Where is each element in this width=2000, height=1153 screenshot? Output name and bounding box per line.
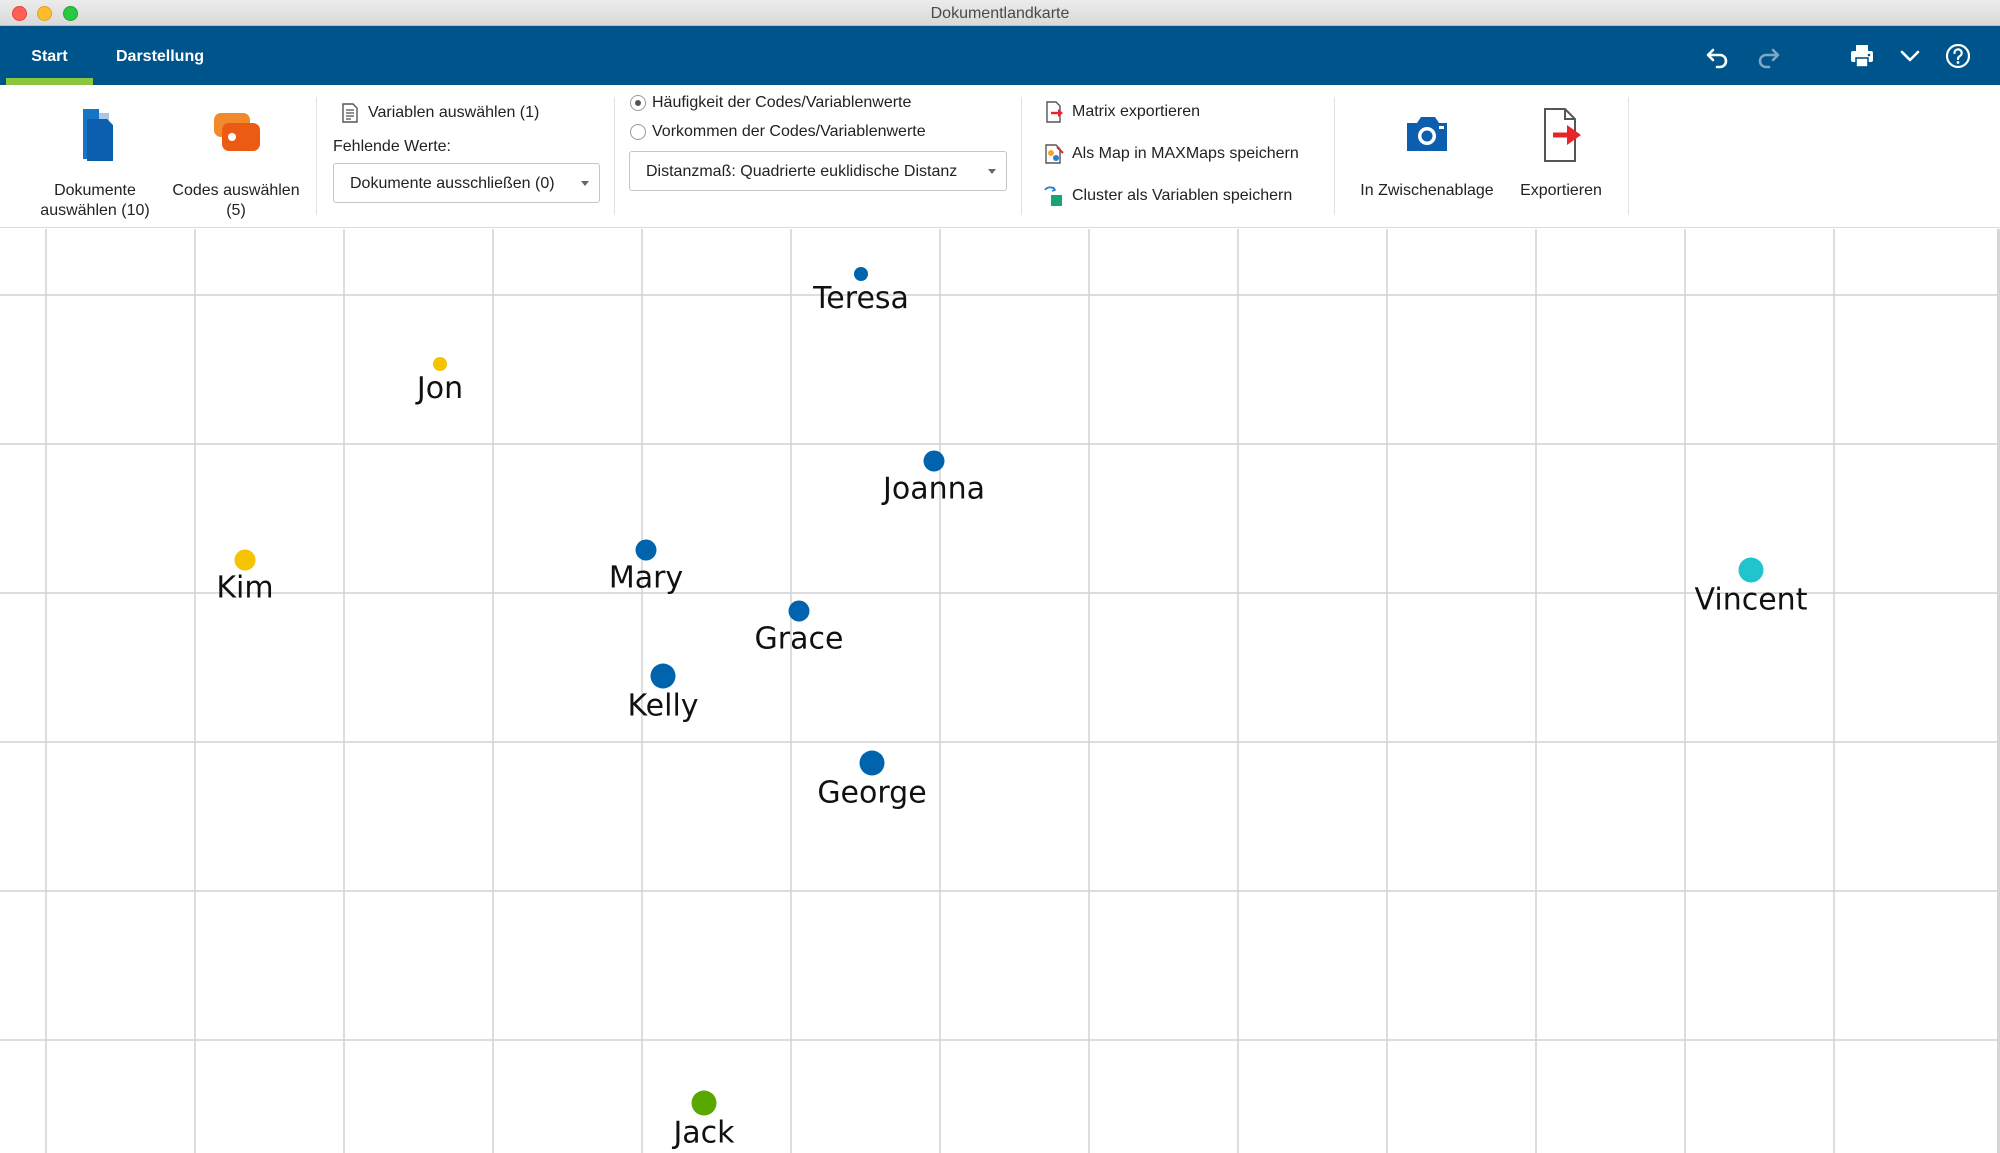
save-maxmaps-button[interactable]: Als Map in MAXMaps speichern xyxy=(1042,142,1299,166)
map-point-jack[interactable]: Jack xyxy=(671,1090,735,1151)
map-point-marker[interactable] xyxy=(854,267,868,281)
map-point-label: Jack xyxy=(671,1116,735,1151)
map-point-marker[interactable] xyxy=(859,750,885,776)
help-icon[interactable] xyxy=(1944,42,1972,70)
window-minimize-button[interactable] xyxy=(37,6,52,21)
map-point-label: Kelly xyxy=(627,689,698,724)
codes-icon xyxy=(214,113,260,151)
map-point-marker[interactable] xyxy=(433,357,447,371)
map-point-grace[interactable]: Grace xyxy=(755,600,844,657)
dropdown-arrow-icon xyxy=(581,181,589,186)
cluster-variables-icon xyxy=(1044,186,1062,206)
ribbon-separator xyxy=(614,97,615,215)
redo-icon[interactable] xyxy=(1754,42,1782,70)
window-titlebar: Dokumentlandkarte xyxy=(0,0,2000,26)
export-matrix-button[interactable]: Matrix exportieren xyxy=(1042,100,1200,124)
map-point-label: Mary xyxy=(609,561,683,596)
radio-frequency-control[interactable] xyxy=(630,95,646,111)
map-points: Teresa Jon Joanna Mary Kim Vincent Grace Kelly G… xyxy=(216,267,1808,1151)
missing-values-selected: Dokumente ausschließen (0) xyxy=(350,175,555,192)
export-matrix-icon xyxy=(1046,101,1063,123)
map-right-border xyxy=(1997,229,2000,1153)
document-map[interactable]: Teresa Jon Joanna Mary Kim Vincent Grace Kelly G… xyxy=(0,229,2000,1153)
map-point-jon[interactable]: Jon xyxy=(415,357,463,406)
radio-frequency[interactable]: Häufigkeit der Codes/Variablenwerte xyxy=(630,94,911,112)
copy-to-clipboard-button[interactable]: In Zwischenablage xyxy=(1352,105,1502,201)
map-point-marker[interactable] xyxy=(1738,557,1764,583)
window-close-button[interactable] xyxy=(12,6,27,21)
map-grid xyxy=(0,229,1997,1153)
map-point-marker[interactable] xyxy=(788,600,810,622)
missing-values-label: Fehlende Werte: xyxy=(333,138,451,155)
print-icon[interactable] xyxy=(1848,42,1876,70)
radio-occurrence[interactable]: Vorkommen der Codes/Variablenwerte xyxy=(630,123,926,141)
missing-values-dropdown[interactable]: Dokumente ausschließen (0) xyxy=(333,163,600,203)
select-codes-button[interactable]: Codes auswählen (5) xyxy=(166,105,306,221)
ribbon-panel: Dokumente auswählen (10) Codes auswählen… xyxy=(0,85,2000,228)
radio-occurrence-control[interactable] xyxy=(630,124,646,140)
map-point-vincent[interactable]: Vincent xyxy=(1695,557,1808,618)
save-cluster-button[interactable]: Cluster als Variablen speichern xyxy=(1042,184,1292,208)
map-point-label: Jon xyxy=(415,371,463,406)
select-documents-label-1: Dokumente xyxy=(54,182,136,199)
map-point-label: Kim xyxy=(216,571,273,606)
select-documents-label-2: auswählen (10) xyxy=(40,202,150,219)
select-documents-button[interactable]: Dokumente auswählen (10) xyxy=(30,105,160,221)
select-variables-label: Variablen auswählen (1) xyxy=(368,104,540,121)
tab-start[interactable]: Start xyxy=(6,26,93,85)
select-variables-button[interactable]: Variablen auswählen (1) xyxy=(338,101,539,125)
map-point-kelly[interactable]: Kelly xyxy=(627,663,699,724)
distance-measure-dropdown[interactable]: Distanzmaß: Quadrierte euklidische Dista… xyxy=(629,151,1007,191)
map-point-label: Grace xyxy=(755,622,844,657)
distance-measure-selected: Distanzmaß: Quadrierte euklidische Dista… xyxy=(646,163,958,180)
radio-occurrence-label: Vorkommen der Codes/Variablenwerte xyxy=(652,123,926,140)
map-point-marker[interactable] xyxy=(635,539,657,561)
save-maxmaps-label: Als Map in MAXMaps speichern xyxy=(1072,145,1299,162)
map-point-george[interactable]: George xyxy=(817,750,927,811)
radio-frequency-label: Häufigkeit der Codes/Variablenwerte xyxy=(652,94,912,111)
ribbon-separator xyxy=(316,97,317,215)
window-title: Dokumentlandkarte xyxy=(930,5,1070,22)
ribbon-separator xyxy=(1628,97,1629,215)
maxmaps-icon xyxy=(1045,144,1064,164)
document-map-canvas[interactable]: Teresa Jon Joanna Mary Kim Vincent Grace Kelly G… xyxy=(0,229,1997,1153)
map-point-joanna[interactable]: Joanna xyxy=(881,450,985,507)
export-matrix-label: Matrix exportieren xyxy=(1072,103,1201,120)
window-zoom-button[interactable] xyxy=(63,6,78,21)
map-point-kim[interactable]: Kim xyxy=(216,549,274,606)
export-button[interactable]: Exportieren xyxy=(1506,105,1616,201)
variables-icon xyxy=(342,103,358,123)
map-point-label: Teresa xyxy=(812,281,909,316)
map-point-label: George xyxy=(817,776,926,811)
save-cluster-label: Cluster als Variablen speichern xyxy=(1072,187,1293,204)
select-codes-label-2: (5) xyxy=(226,202,246,219)
export-icon xyxy=(1544,108,1581,162)
map-point-marker[interactable] xyxy=(650,663,676,689)
map-point-marker[interactable] xyxy=(923,450,945,472)
ribbon-separator xyxy=(1021,97,1022,215)
map-point-marker[interactable] xyxy=(234,549,256,571)
export-label: Exportieren xyxy=(1520,182,1602,199)
select-codes-label-1: Codes auswählen xyxy=(172,182,300,199)
map-point-label: Joanna xyxy=(881,472,985,507)
documents-icon xyxy=(83,109,113,161)
dropdown-arrow-icon xyxy=(988,169,996,174)
ribbon-separator xyxy=(1334,97,1335,215)
ribbon-tabbar: Start Darstellung xyxy=(0,26,2000,85)
map-point-marker[interactable] xyxy=(691,1090,717,1116)
undo-icon[interactable] xyxy=(1704,42,1732,70)
camera-icon xyxy=(1407,117,1447,151)
chevron-down-icon[interactable] xyxy=(1896,42,1924,70)
map-point-teresa[interactable]: Teresa xyxy=(812,267,909,316)
map-point-label: Vincent xyxy=(1695,583,1808,618)
copy-to-clipboard-label: In Zwischenablage xyxy=(1360,182,1494,199)
map-point-mary[interactable]: Mary xyxy=(609,539,683,596)
tab-darstellung[interactable]: Darstellung xyxy=(115,48,204,65)
